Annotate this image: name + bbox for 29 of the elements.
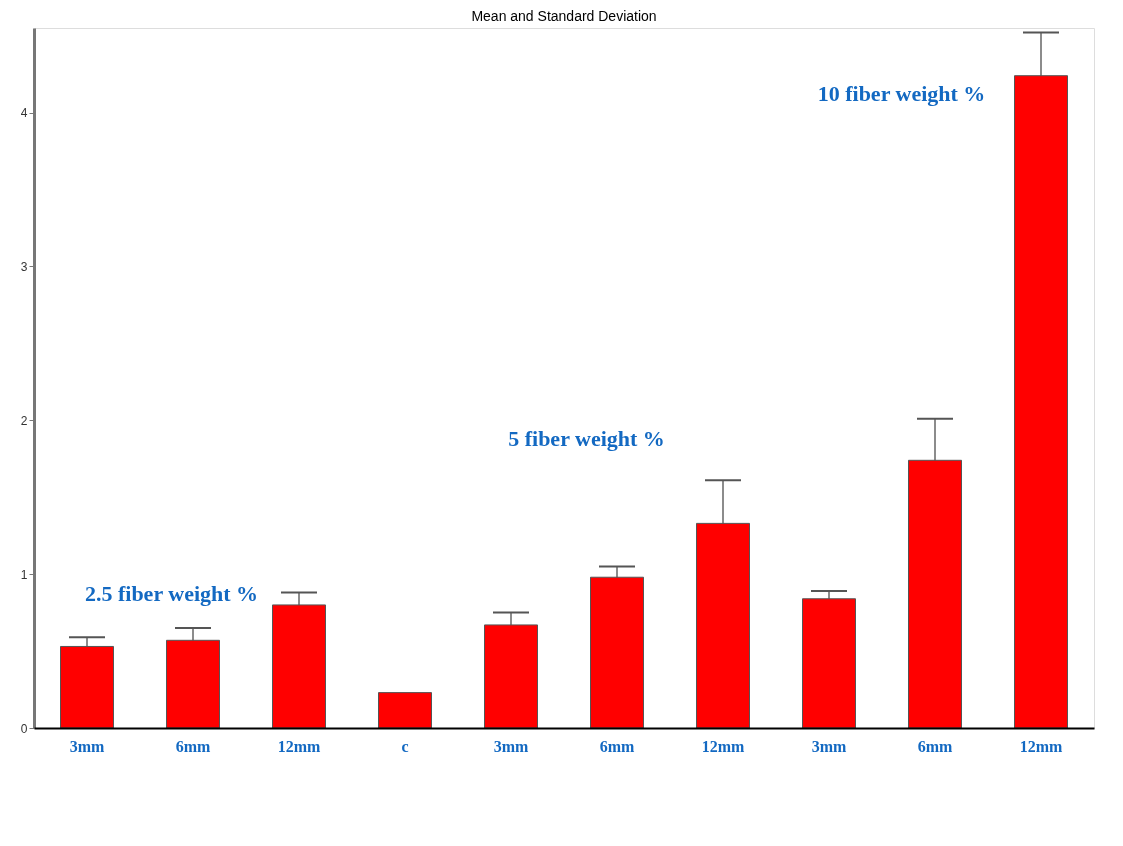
y-tick-label: 0 xyxy=(20,721,28,736)
bar xyxy=(802,598,856,729)
bar xyxy=(60,645,114,729)
bar xyxy=(484,624,538,729)
y-tick-label: 4 xyxy=(20,106,28,121)
x-tick-label: 12mm xyxy=(701,737,745,755)
x-tick-label: 6mm xyxy=(917,737,953,755)
y-tick-label: 2 xyxy=(20,413,28,428)
annotation: 5 fiber weight % xyxy=(508,426,665,451)
bar xyxy=(166,639,220,729)
bar xyxy=(1014,75,1068,729)
x-tick-label: 3mm xyxy=(811,737,847,755)
y-tick-label: 1 xyxy=(20,567,28,582)
bar xyxy=(272,604,326,729)
bar xyxy=(378,692,432,729)
x-tick-label: 6mm xyxy=(599,737,635,755)
chart-title: Mean and Standard Deviation xyxy=(471,8,657,24)
y-tick-label: 3 xyxy=(20,259,28,274)
x-tick-label: c xyxy=(401,737,409,755)
annotation: 10 fiber weight % xyxy=(817,81,986,106)
annotation: 2.5 fiber weight % xyxy=(84,581,259,606)
bar xyxy=(696,522,750,729)
x-tick-label: 3mm xyxy=(69,737,105,755)
x-tick-label: 6mm xyxy=(175,737,211,755)
bar xyxy=(908,459,962,729)
x-tick-label: 12mm xyxy=(1019,737,1063,755)
x-tick-label: 3mm xyxy=(493,737,529,755)
bar xyxy=(590,576,644,729)
x-tick-label: 12mm xyxy=(277,737,321,755)
